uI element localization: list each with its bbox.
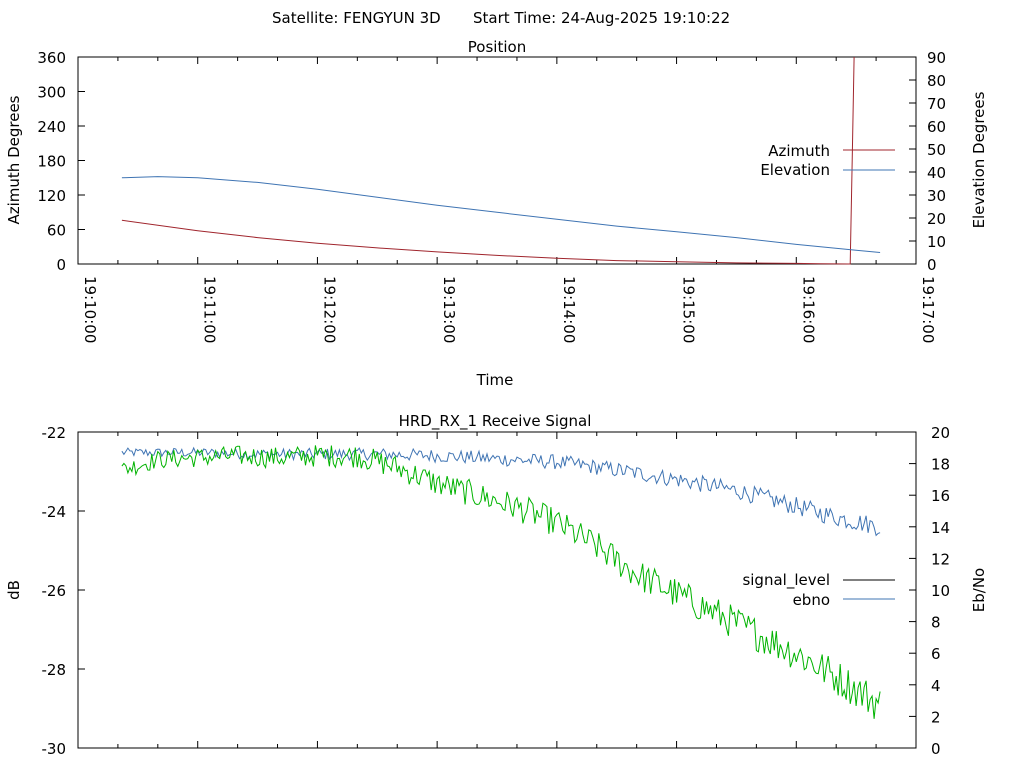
position-x-tick-label: 19:11:00: [201, 276, 219, 343]
receive-y-tick-label: -28: [42, 661, 67, 679]
receive-y2-axis-label: Eb/No: [970, 568, 988, 612]
position-y-tick-label: 360: [37, 49, 66, 67]
position-x-tick-label: 19:17:00: [919, 276, 937, 343]
position-y-tick-label: 240: [37, 118, 66, 136]
receive-y2-tick-label: 0: [931, 740, 941, 758]
receive-y2-tick-label: 10: [931, 582, 950, 600]
position-y2-tick-label: 20: [927, 210, 946, 228]
receive-plot-frame: [77, 431, 917, 749]
satellite-label: Satellite: FENGYUN 3D: [272, 9, 441, 27]
legend-label-ebno: ebno: [793, 591, 830, 609]
receive-y-tick-label: -24: [42, 503, 67, 521]
receive-chart-title: HRD_RX_1 Receive Signal: [399, 412, 592, 431]
position-y-tick-label: 120: [37, 187, 66, 205]
position-y-tick-label: 60: [47, 222, 66, 240]
receive-y2-tick-label: 12: [931, 550, 950, 568]
receive-y2-tick-label: 4: [931, 677, 941, 695]
position-y2-tick-label: 30: [927, 187, 946, 205]
receive-y-axis-label: dB: [5, 580, 23, 600]
azimuth-line: [121, 56, 855, 265]
position-y2-tick-label: 0: [927, 256, 937, 274]
position-y2-tick-label: 90: [927, 49, 946, 67]
receive-y-tick-label: -30: [42, 740, 67, 758]
position-x-axis-label: Time: [476, 371, 514, 389]
position-y-tick-label: 180: [37, 153, 66, 171]
position-y-tick-label: 300: [37, 84, 66, 102]
position-x-tick-label: 19:13:00: [440, 276, 458, 343]
position-y-tick-label: 0: [56, 256, 66, 274]
position-y2-tick-label: 50: [927, 141, 946, 159]
legend-label-azimuth: Azimuth: [768, 142, 830, 160]
position-x-tick-label: 19:14:00: [560, 276, 578, 343]
receive-y-tick-label: -22: [42, 424, 67, 442]
receive-y2-tick-label: 2: [931, 708, 941, 726]
signal-level-line: [121, 445, 881, 719]
receive-y2-tick-label: 16: [931, 487, 950, 505]
receive-y2-tick-label: 8: [931, 614, 941, 632]
elevation-line: [121, 176, 881, 253]
receive-y-tick-label: -26: [42, 582, 67, 600]
legend-label-signal-level: signal_level: [742, 571, 830, 590]
position-x-tick-label: 19:16:00: [799, 276, 817, 343]
position-y2-tick-label: 40: [927, 164, 946, 182]
position-x-tick-label: 19:12:00: [320, 276, 338, 343]
position-y2-axis-label: Elevation Degrees: [970, 91, 988, 228]
receive-y2-tick-label: 20: [931, 424, 950, 442]
receive-y2-tick-label: 14: [931, 519, 950, 537]
position-y2-tick-label: 80: [927, 72, 946, 90]
position-x-tick-label: 19:15:00: [680, 276, 698, 343]
position-y2-tick-label: 10: [927, 233, 946, 251]
position-y2-tick-label: 70: [927, 95, 946, 113]
position-x-tick-label: 19:10:00: [81, 276, 99, 343]
ebno-line: [121, 446, 881, 537]
position-chart-title: Position: [468, 38, 526, 56]
legend-label-elevation: Elevation: [760, 161, 830, 179]
receive-y2-tick-label: 6: [931, 645, 941, 663]
receive-y2-tick-label: 18: [931, 456, 950, 474]
start-time-label: Start Time: 24-Aug-2025 19:10:22: [473, 9, 730, 27]
position-y2-tick-label: 60: [927, 118, 946, 136]
position-y-axis-label: Azimuth Degrees: [5, 95, 23, 224]
